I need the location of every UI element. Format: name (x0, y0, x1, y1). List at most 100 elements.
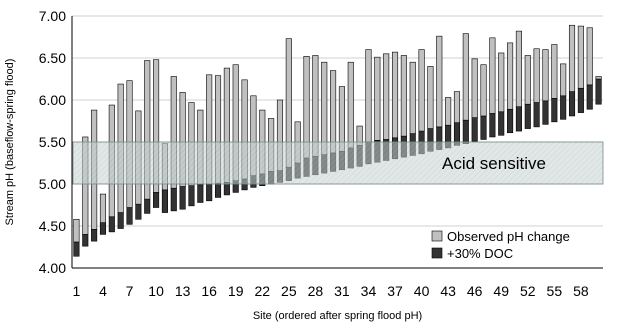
doc-bar (108, 216, 115, 233)
observed-bar (524, 55, 531, 105)
observed-bar (507, 42, 514, 110)
observed-bar (533, 48, 540, 103)
observed-bar (445, 97, 452, 126)
observed-bar (418, 49, 425, 132)
observed-bar (568, 24, 576, 92)
observed-bar (99, 193, 107, 223)
y-tick-label: 6.00 (39, 92, 66, 108)
doc-bar (188, 185, 195, 207)
x-tick-label: 52 (520, 283, 536, 299)
acid-sensitive-label: Acid sensitive (442, 154, 546, 173)
doc-bar (214, 182, 222, 198)
x-tick-label: 37 (387, 283, 403, 299)
observed-bar (338, 86, 345, 152)
x-tick-label: 34 (361, 283, 377, 299)
x-tick-label: 19 (228, 283, 244, 299)
doc-bar (524, 103, 531, 129)
x-tick-label: 49 (493, 283, 509, 299)
observed-bar (586, 27, 593, 86)
observed-bar (577, 25, 584, 89)
observed-bar (170, 76, 177, 189)
x-tick-label: 1 (73, 283, 81, 299)
observed-bar (365, 49, 372, 143)
x-tick-label: 46 (467, 283, 483, 299)
legend-swatch-observed (431, 230, 443, 242)
observed-bar (330, 70, 337, 154)
doc-bar (144, 198, 151, 214)
observed-bar (515, 30, 522, 108)
x-tick-labels: 1 4 7 10 13 16 19 22 25 28 31 34 37 40 43 46 49 52 55 58 (73, 283, 589, 299)
doc-bar (542, 100, 549, 125)
observed-bar (498, 52, 505, 113)
x-tick-label: 16 (201, 283, 217, 299)
observed-bar (453, 91, 461, 123)
x-tick-label: 13 (175, 283, 191, 299)
y-tick-label: 7.00 (39, 8, 66, 24)
observed-bar (427, 66, 434, 129)
doc-bar (568, 91, 576, 117)
y-tick-labels: 4.00 4.50 5.00 5.50 6.00 6.50 7.00 (39, 8, 66, 276)
x-tick-label: 25 (281, 283, 297, 299)
doc-bar (179, 186, 186, 210)
observed-bar (179, 92, 186, 187)
doc-bar (99, 222, 107, 235)
doc-bar (577, 87, 584, 113)
doc-bar (170, 187, 177, 212)
observed-bar (409, 61, 416, 134)
y-tick-label: 4.50 (39, 218, 66, 234)
doc-bar (197, 184, 204, 203)
doc-bar (82, 234, 89, 247)
axes (71, 16, 603, 269)
x-tick-label: 10 (148, 283, 164, 299)
y-tick-label: 5.00 (39, 176, 66, 192)
x-tick-label: 22 (254, 283, 270, 299)
x-tick-label: 28 (308, 283, 324, 299)
observed-bar (489, 37, 496, 114)
doc-bar (471, 117, 478, 142)
doc-bar (586, 84, 593, 110)
doc-bar (206, 183, 213, 202)
doc-bar (91, 229, 98, 242)
observed-bar (153, 59, 160, 193)
x-tick-label: 7 (126, 283, 134, 299)
x-tick-label: 55 (547, 283, 563, 299)
doc-bar (126, 207, 133, 225)
doc-bar (515, 106, 522, 132)
legend-label-observed: Observed pH change (447, 229, 570, 244)
doc-bar (595, 78, 602, 105)
doc-bar (560, 95, 567, 120)
x-axis-title: Site (ordered after spring flood pH) (253, 310, 422, 322)
x-tick-label: 31 (334, 283, 350, 299)
x-tick-label: 40 (414, 283, 430, 299)
doc-bar (507, 108, 514, 134)
observed-bar (383, 53, 390, 140)
doc-bar (73, 241, 80, 257)
doc-bar (533, 102, 540, 128)
observed-bar (82, 136, 89, 235)
observed-bar (462, 33, 469, 121)
observed-bar (542, 49, 549, 102)
acid-sensitive-band (72, 141, 604, 185)
observed-bar (400, 55, 407, 137)
legend-label-doc: +30% DOC (447, 246, 513, 261)
observed-bar (347, 61, 354, 149)
x-tick-label: 58 (573, 283, 589, 299)
x-tick-label: 43 (440, 283, 456, 299)
observed-bar (73, 218, 80, 243)
y-axis-title: Stream pH (baseflow-spring flood) (4, 59, 16, 226)
doc-bar (153, 192, 160, 208)
observed-bar (374, 56, 381, 141)
legend: Observed pH change +30% DOC (431, 229, 570, 261)
doc-bar (462, 119, 469, 144)
legend-swatch-doc (431, 247, 443, 259)
observed-bar (560, 63, 567, 97)
observed-bar (595, 76, 602, 80)
observed-bar (480, 64, 487, 117)
doc-bar (551, 98, 558, 123)
x-tick-label: 4 (99, 283, 107, 299)
observed-bar (551, 44, 558, 99)
doc-bar (489, 113, 496, 138)
y-tick-label: 4.00 (39, 260, 66, 276)
observed-bar (391, 51, 399, 139)
